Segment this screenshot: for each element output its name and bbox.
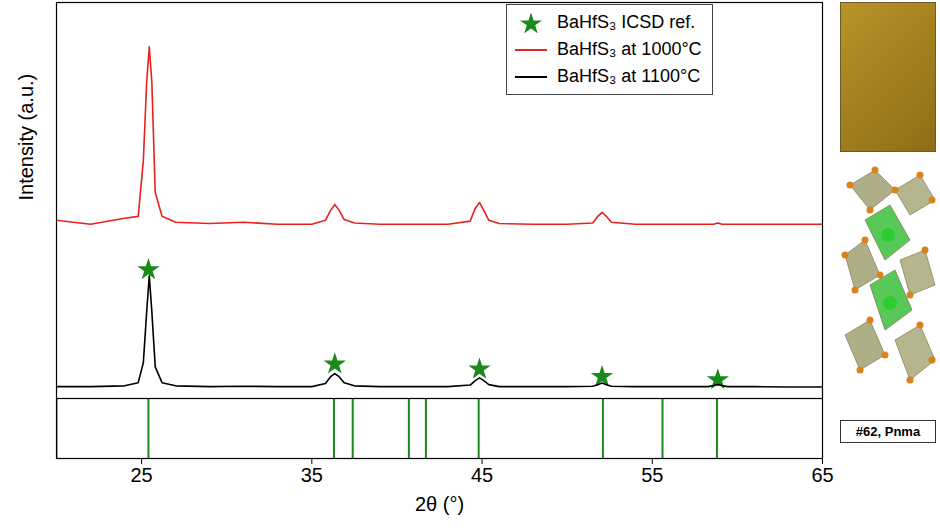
svg-text:2θ (°): 2θ (°): [415, 493, 464, 515]
svg-text:65: 65: [811, 464, 833, 486]
html-text:BaHfS₃ at 1000°C: BaHfS₃ at 1000°C: [557, 39, 702, 59]
svg-text:45: 45: [471, 464, 493, 486]
svg-text:Intensity (a.u.): Intensity (a.u.): [15, 74, 37, 201]
html-text:#62, Pnma: #62, Pnma: [855, 424, 921, 439]
html-text:BaHfS₃ at 1100°C: BaHfS₃ at 1100°C: [557, 66, 701, 86]
svg-text:25: 25: [130, 464, 152, 486]
html-text:BaHfS₃ ICSD ref.: BaHfS₃ ICSD ref.: [557, 12, 696, 32]
svg-text:35: 35: [301, 464, 323, 486]
svg-text:55: 55: [641, 464, 663, 486]
